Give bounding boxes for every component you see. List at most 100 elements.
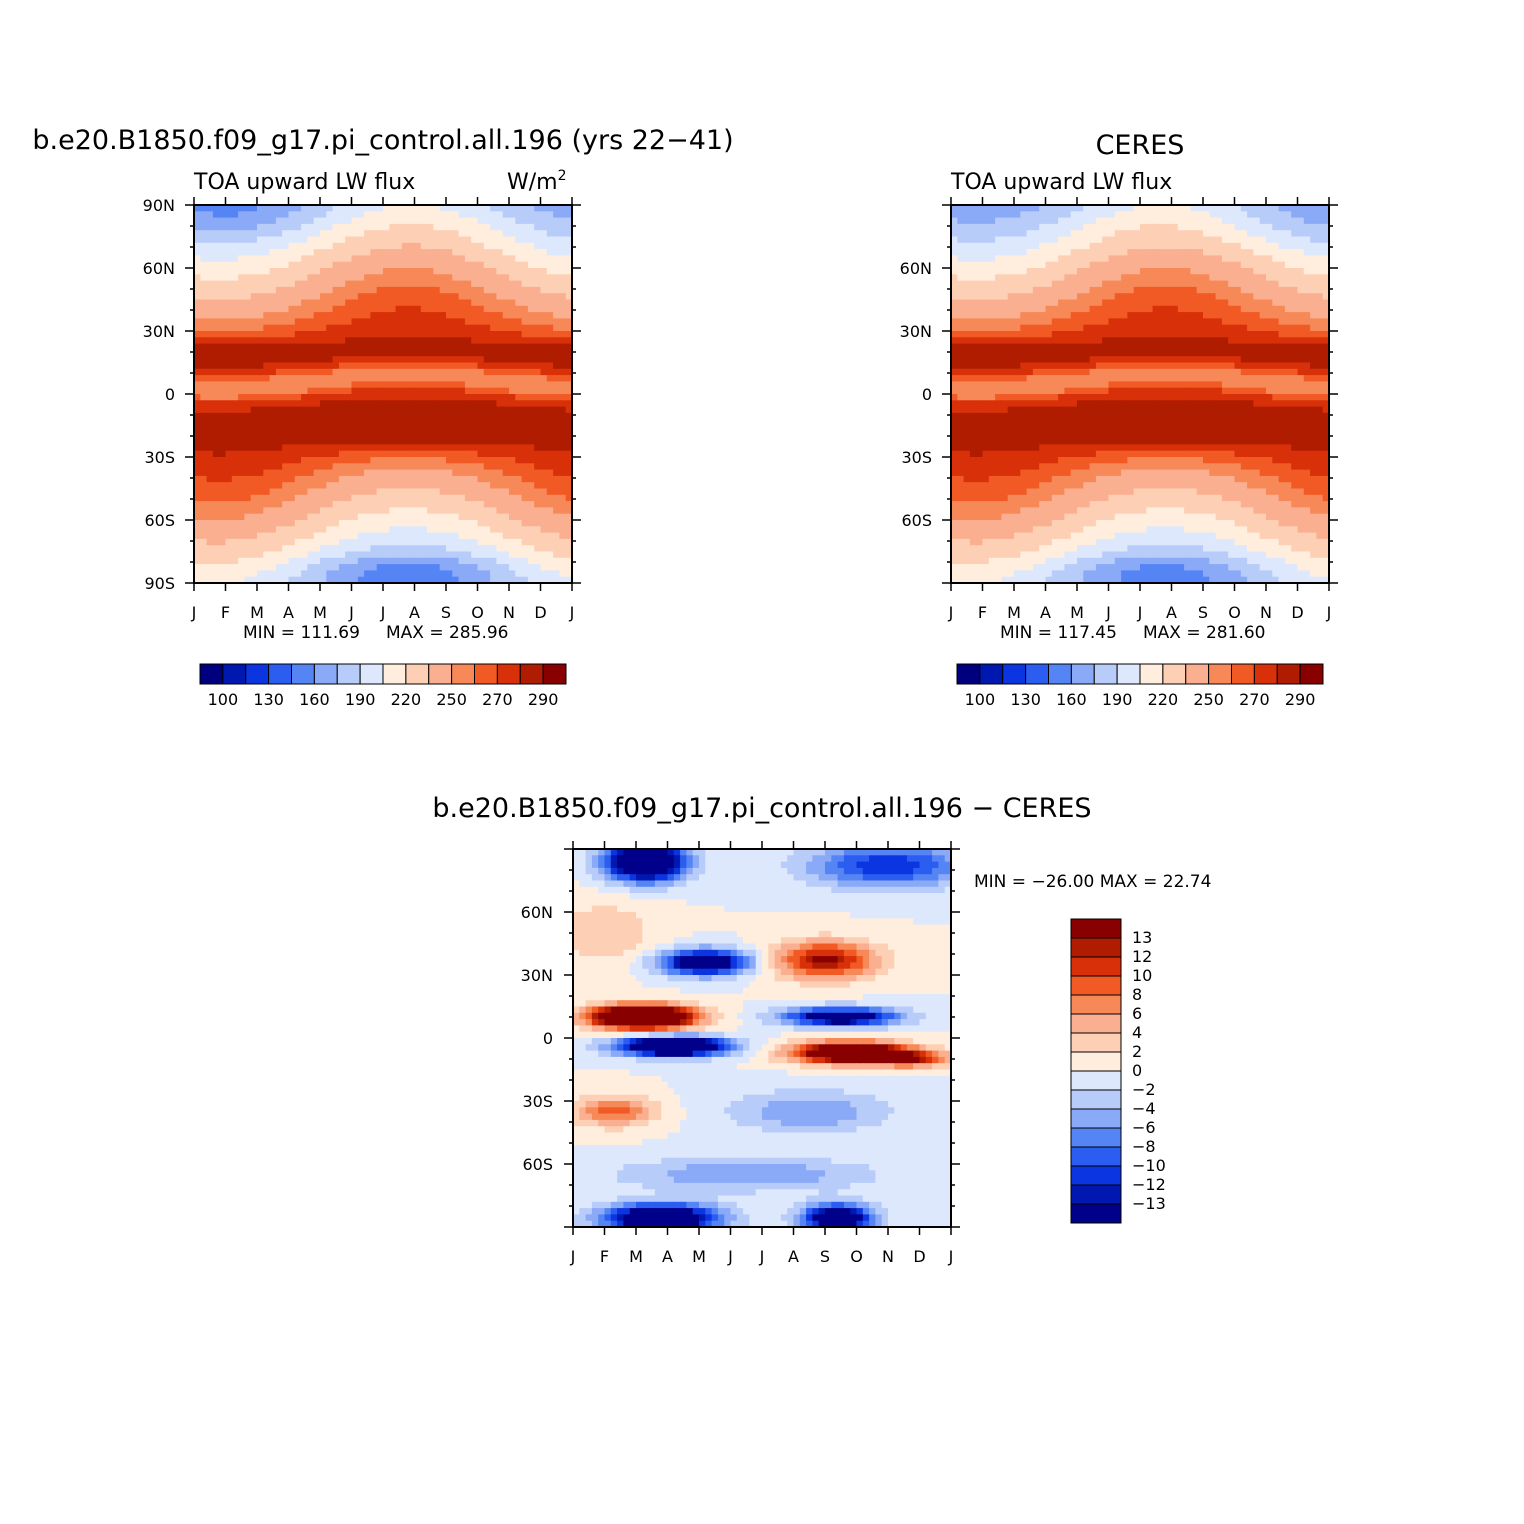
model-cell <box>420 494 428 502</box>
ceres-cell <box>1020 274 1028 282</box>
model-cell <box>225 242 233 250</box>
model-cell <box>509 526 516 534</box>
model-cell <box>464 242 472 250</box>
model-cell <box>288 223 296 231</box>
ceres-cell <box>1032 261 1040 269</box>
ceres-cell <box>1228 331 1236 338</box>
model-cell <box>244 280 252 288</box>
model-cell <box>326 293 334 301</box>
model-cell <box>553 356 560 364</box>
model-cell <box>332 425 340 433</box>
model-cell <box>212 419 220 427</box>
model-cell <box>433 368 441 376</box>
model-cell <box>515 349 523 357</box>
model-cell <box>257 507 264 515</box>
model-cell <box>231 501 239 508</box>
model-cell <box>471 576 479 584</box>
model-cell <box>332 419 340 427</box>
model-cell <box>490 223 497 231</box>
model-cell <box>250 450 258 458</box>
model-cell <box>275 406 283 414</box>
model-cell <box>212 488 220 496</box>
ceres-cell <box>1014 318 1021 326</box>
model-cell <box>477 217 485 225</box>
model-cell <box>458 286 466 294</box>
model-cell <box>370 551 378 559</box>
model-cell <box>483 211 491 219</box>
ceres-cell <box>1272 318 1280 326</box>
model-cell <box>534 475 542 483</box>
model-cell <box>225 394 233 401</box>
model-cell <box>471 557 479 565</box>
model-cell <box>238 532 245 540</box>
model-cell <box>376 236 384 244</box>
ceres-cell <box>1297 299 1305 307</box>
ceres-cell <box>1020 230 1028 238</box>
ceres-cell <box>1310 242 1317 250</box>
model-cell <box>294 494 302 502</box>
model-cell <box>301 400 308 408</box>
model-cell <box>496 438 504 445</box>
model-cell <box>250 564 258 571</box>
model-cell <box>301 494 308 502</box>
model-cell <box>439 343 447 351</box>
model-cell <box>502 545 510 553</box>
model-cell <box>540 488 548 496</box>
ceres-cell <box>1247 211 1254 219</box>
model-cell <box>238 268 245 275</box>
model-cell <box>212 545 220 553</box>
model-cell <box>320 400 327 408</box>
model-cell <box>395 312 403 319</box>
model-cell <box>446 463 453 471</box>
model-cell <box>206 381 214 389</box>
model-cell <box>301 412 308 420</box>
model-cell <box>345 576 353 584</box>
model-cell <box>206 324 214 332</box>
model-cell <box>458 545 466 553</box>
model-cell <box>282 381 290 389</box>
model-cell <box>408 217 416 225</box>
model-cell <box>509 488 516 496</box>
model-cell <box>332 261 340 269</box>
model-cell <box>496 337 504 345</box>
ceres-cell <box>1064 230 1072 238</box>
model-cell <box>326 261 334 269</box>
model-cell <box>338 318 346 326</box>
model-cell <box>565 419 573 427</box>
ceres-cell <box>1058 205 1065 212</box>
model-cell <box>464 293 472 301</box>
ceres-cell <box>1266 286 1273 294</box>
model-cell <box>446 425 453 433</box>
model-cell <box>282 255 290 263</box>
model-cell <box>370 501 378 508</box>
model-cell <box>446 299 453 307</box>
model-cell <box>225 223 233 231</box>
ceres-cell <box>1127 261 1135 269</box>
model-cell <box>452 406 460 414</box>
ceres-cell <box>1196 217 1204 225</box>
ceres-cell <box>1083 242 1091 250</box>
model-cell <box>420 469 428 477</box>
model-cell <box>301 293 308 301</box>
model-cell <box>433 381 441 389</box>
ceres-cell <box>1171 299 1179 307</box>
ceres-cell <box>1278 318 1286 326</box>
model-cell <box>345 513 353 521</box>
ceres-cell <box>1209 324 1217 332</box>
model-cell <box>477 230 485 238</box>
model-cell <box>546 406 554 414</box>
ceres-cell <box>1121 280 1128 288</box>
ceres-cell <box>982 236 990 244</box>
model-cell <box>357 438 365 445</box>
model-cell <box>307 513 315 521</box>
ceres-cell <box>1007 242 1015 250</box>
ceres-cell <box>1310 274 1317 282</box>
model-cell <box>477 305 485 313</box>
model-cell <box>534 526 542 534</box>
model-cell <box>332 343 340 351</box>
model-cell <box>439 463 447 471</box>
model-cell <box>263 412 271 420</box>
model-cell <box>401 463 409 471</box>
model-cell <box>320 230 327 238</box>
